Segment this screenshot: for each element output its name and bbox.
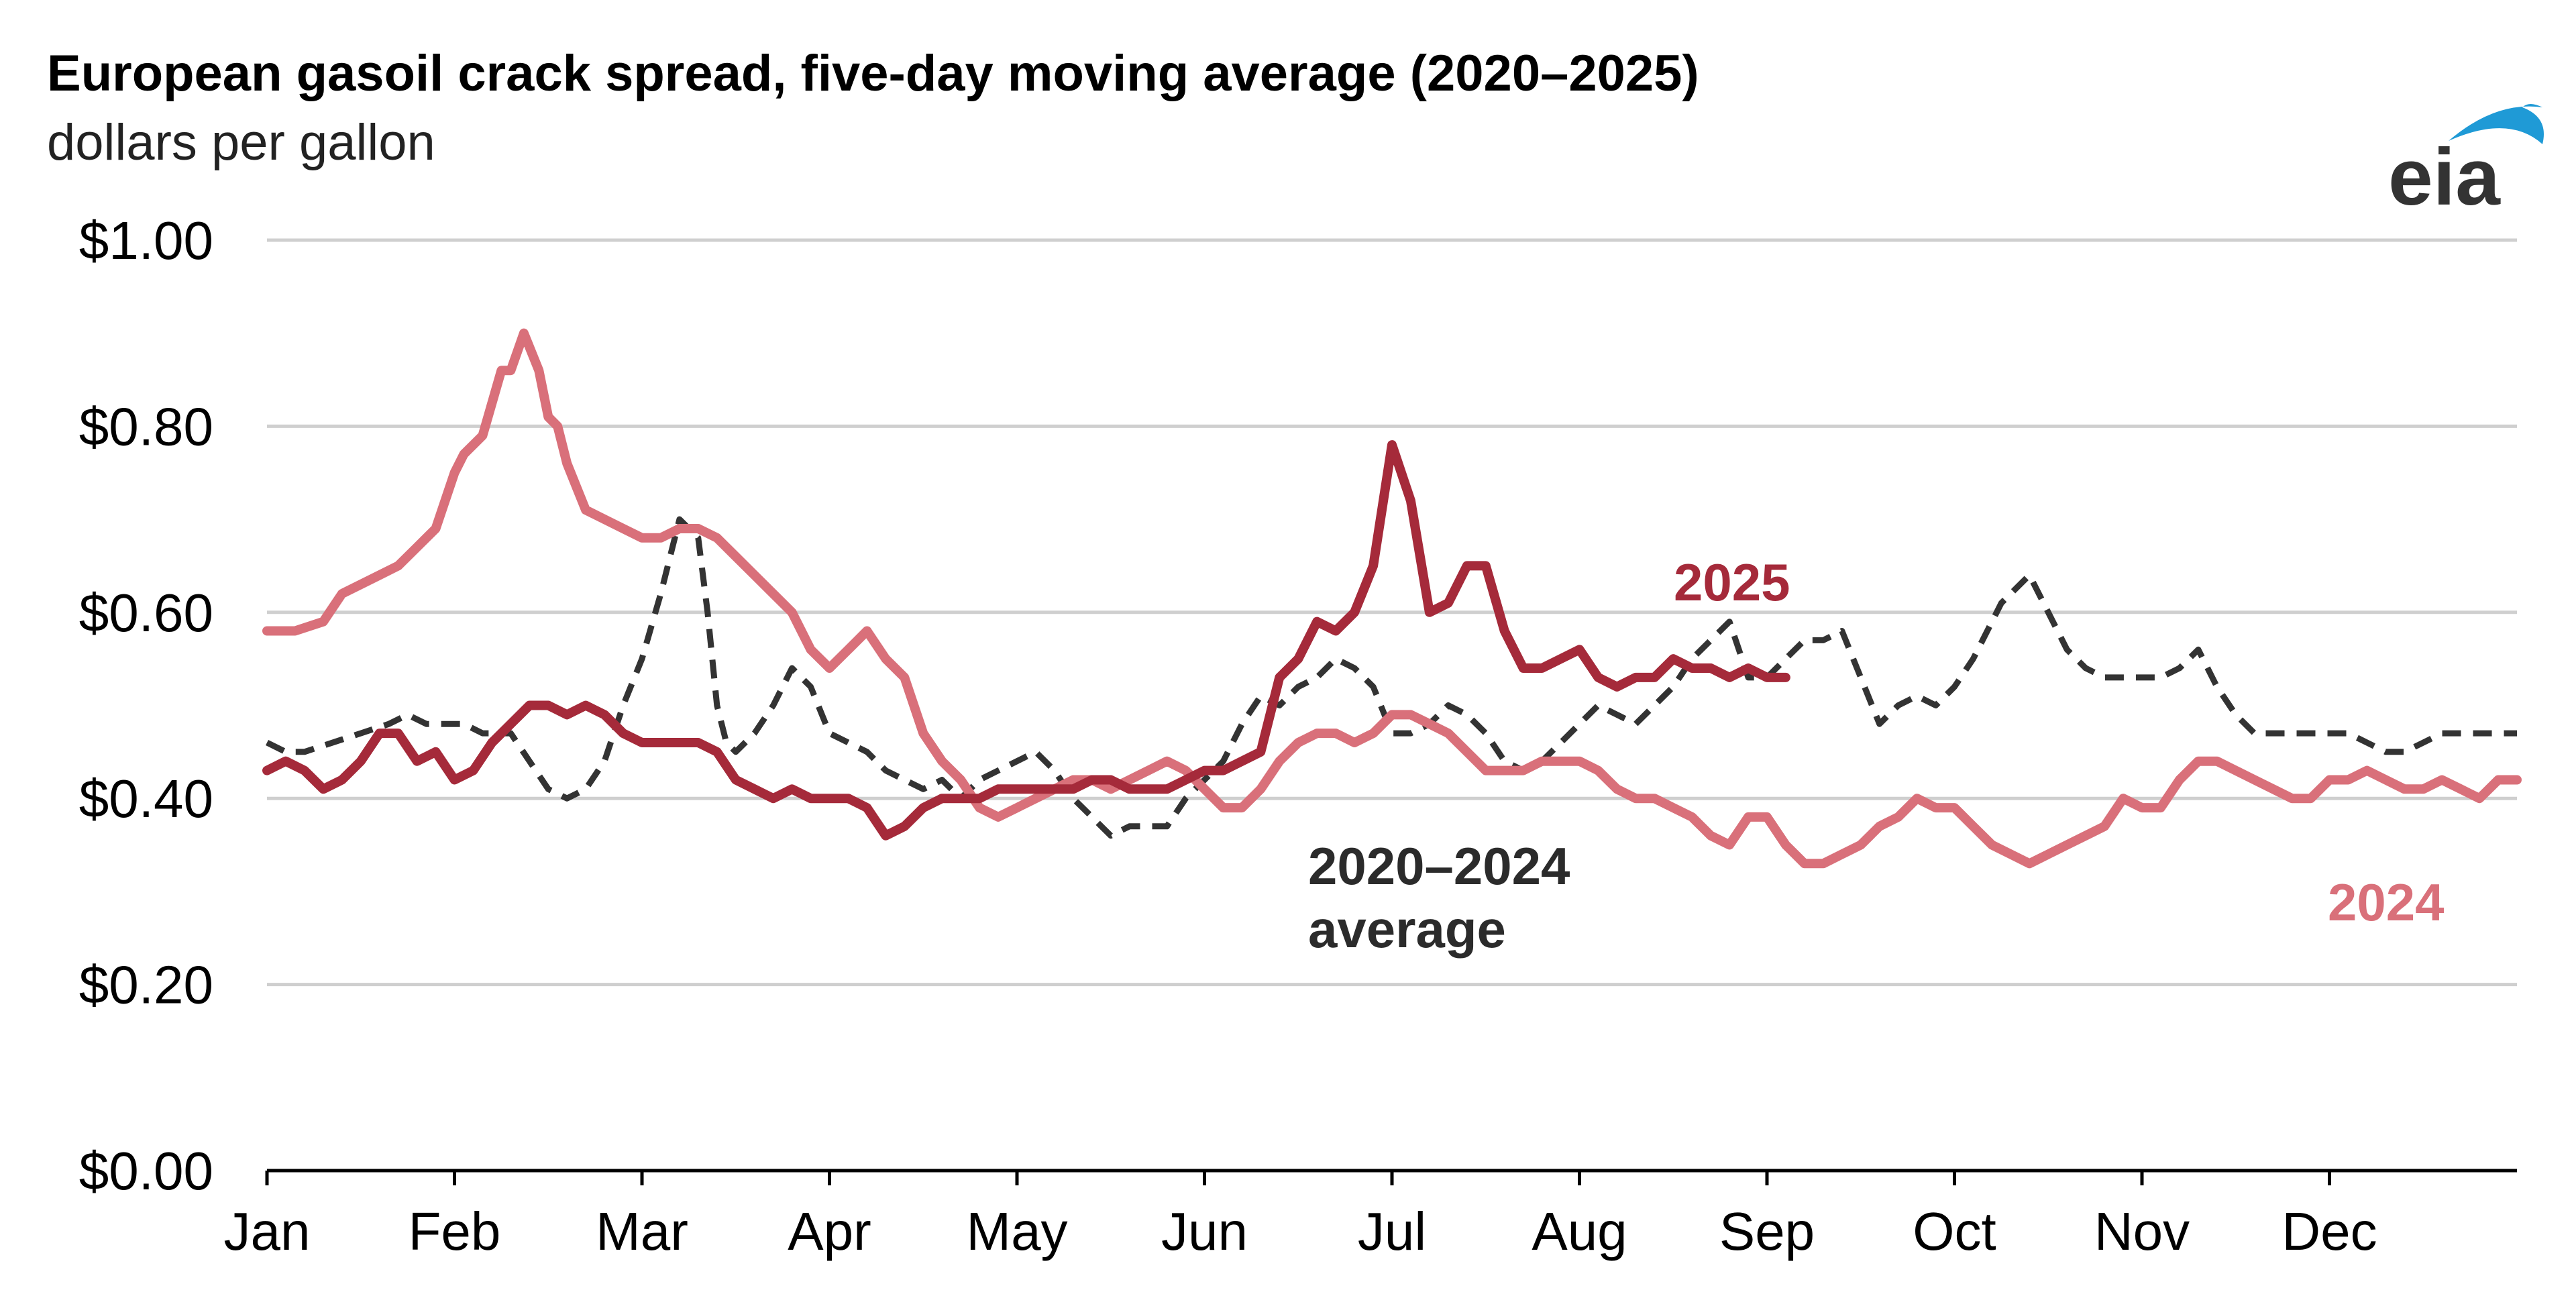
x-tick-label: Aug bbox=[1532, 1201, 1627, 1261]
series-label-0: average bbox=[1308, 900, 1506, 959]
chart-title: European gasoil crack spread, five-day m… bbox=[47, 45, 1699, 102]
x-tick-label: Jul bbox=[1358, 1201, 1426, 1261]
eia-logo-swoosh bbox=[2449, 104, 2544, 144]
x-tick-label: Feb bbox=[409, 1201, 501, 1261]
series-label-2: 2025 bbox=[1674, 553, 1790, 612]
x-tick-label: Mar bbox=[596, 1201, 688, 1261]
eia-logo-text: eia bbox=[2388, 132, 2501, 222]
x-tick-label: Sep bbox=[1719, 1201, 1815, 1261]
x-tick-label: Oct bbox=[1913, 1201, 1996, 1261]
chart-subtitle: dollars per gallon bbox=[47, 114, 435, 171]
grid bbox=[267, 238, 2517, 987]
x-tick-label: Dec bbox=[2282, 1201, 2377, 1261]
y-tick-label: $0.60 bbox=[79, 583, 213, 643]
eia-logo: eia bbox=[2388, 104, 2544, 222]
x-tick-label: Jun bbox=[1161, 1201, 1248, 1261]
x-tick-label: Apr bbox=[788, 1201, 871, 1261]
y-tick-label: $1.00 bbox=[79, 211, 213, 270]
x-tick-label: May bbox=[966, 1201, 1067, 1261]
x-tick-label: Nov bbox=[2094, 1201, 2190, 1261]
series-line-2 bbox=[262, 440, 1790, 841]
series-label-1: 2024 bbox=[2328, 873, 2445, 932]
y-axis-ticks: $0.00 $0.20 $0.40 $0.60 $0.80 $1.00 bbox=[79, 211, 213, 1201]
y-tick-label: $0.00 bbox=[79, 1141, 213, 1201]
y-tick-label: $0.80 bbox=[79, 396, 213, 456]
series-line-1 bbox=[262, 328, 2522, 869]
series-label-0: 2020–2024 bbox=[1308, 837, 1570, 896]
y-tick-label: $0.20 bbox=[79, 955, 213, 1015]
x-tick-label: Jan bbox=[224, 1201, 311, 1261]
y-tick-label: $0.40 bbox=[79, 769, 213, 828]
x-axis: Jan Feb Mar Apr May Jun Jul Aug Sep Oct Nov Dec bbox=[224, 1169, 2517, 1261]
series-lines bbox=[262, 328, 2522, 869]
